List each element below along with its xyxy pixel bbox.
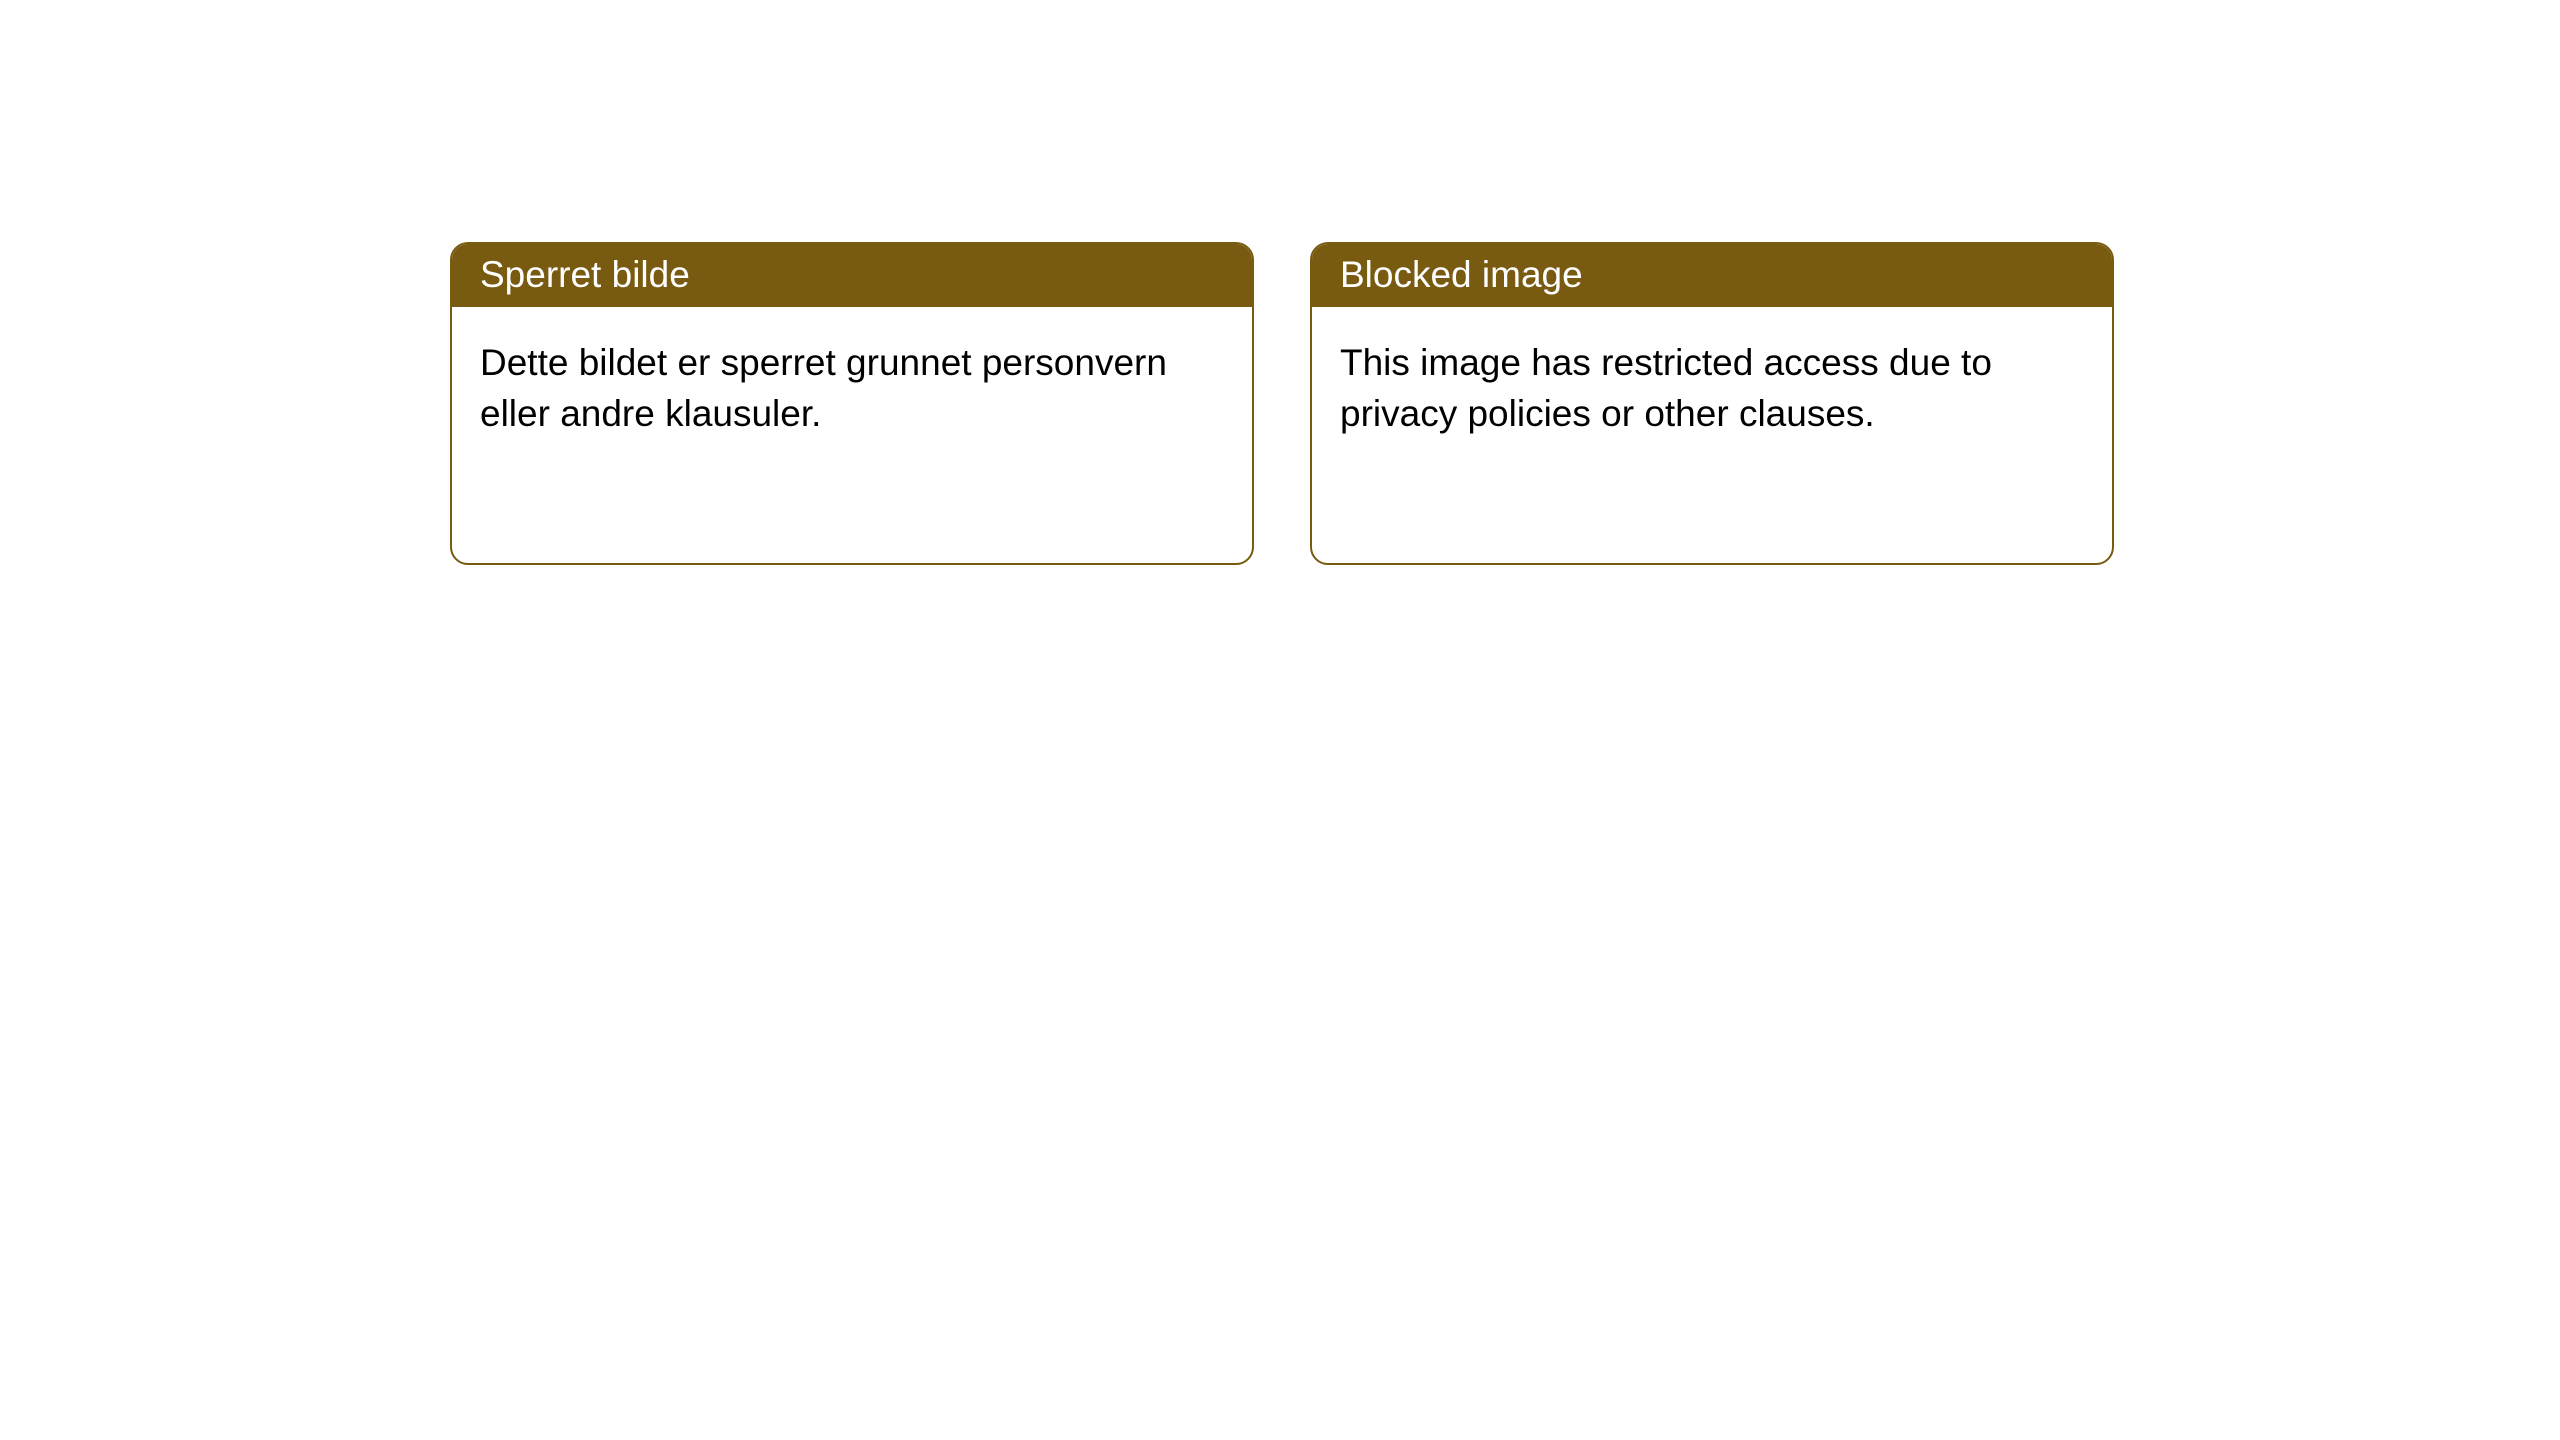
notice-header: Blocked image	[1312, 244, 2112, 307]
notice-body: This image has restricted access due to …	[1312, 307, 2112, 563]
notice-box-english: Blocked image This image has restricted …	[1310, 242, 2114, 565]
notice-body: Dette bildet er sperret grunnet personve…	[452, 307, 1252, 563]
notice-box-norwegian: Sperret bilde Dette bildet er sperret gr…	[450, 242, 1254, 565]
notice-container: Sperret bilde Dette bildet er sperret gr…	[0, 0, 2560, 565]
notice-header: Sperret bilde	[452, 244, 1252, 307]
